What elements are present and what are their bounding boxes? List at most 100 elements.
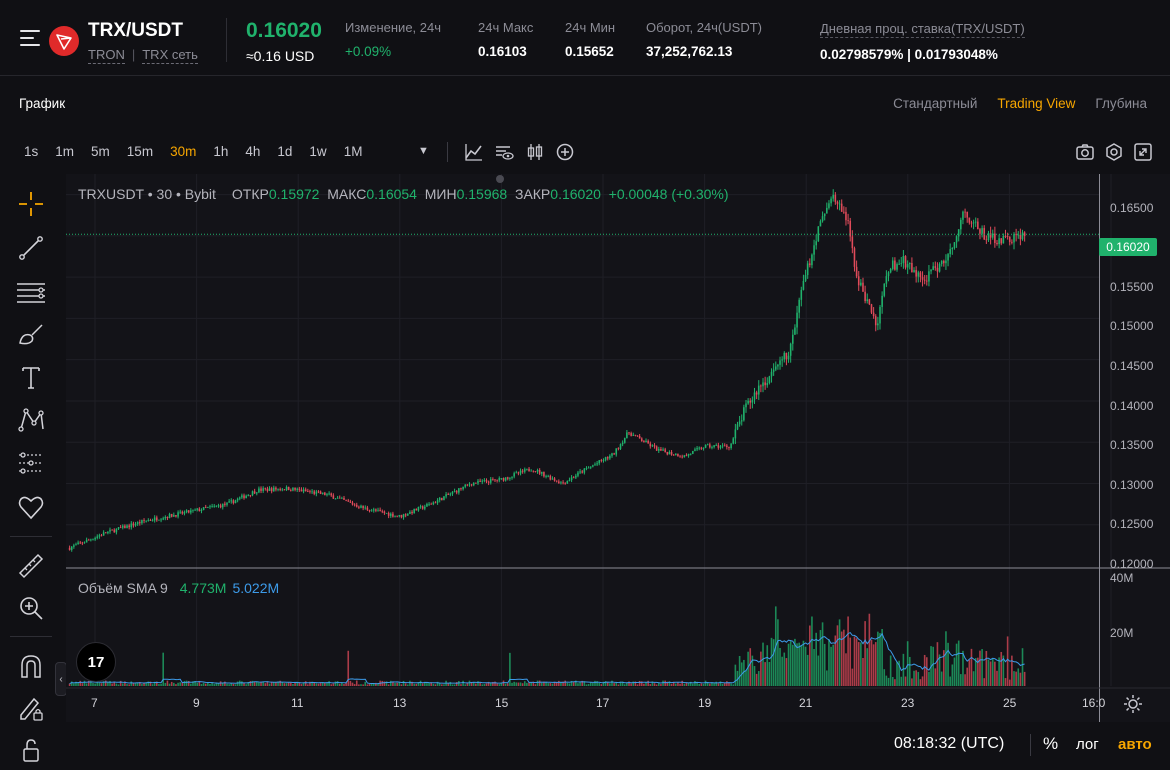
add-indicator-icon[interactable] — [554, 141, 576, 163]
text-icon[interactable] — [13, 359, 49, 395]
volume-bar — [917, 671, 920, 686]
volume-bar — [623, 684, 626, 686]
stat-label: 24ч Макс — [478, 20, 534, 35]
volume-bar — [430, 682, 432, 686]
candle — [409, 511, 411, 515]
menu-icon[interactable] — [20, 30, 40, 48]
candle — [232, 500, 235, 504]
volume-bar — [1015, 671, 1017, 686]
volume-bar — [609, 683, 611, 686]
interval-1w[interactable]: 1w — [309, 144, 327, 159]
candle — [406, 514, 409, 516]
tradingview-logo[interactable]: 17 — [76, 642, 116, 682]
interval-30m[interactable]: 30m — [170, 144, 197, 159]
tab-chart[interactable]: График — [19, 96, 66, 111]
lock-drawing-icon[interactable] — [13, 690, 49, 726]
candle — [179, 511, 182, 513]
volume-bar — [879, 633, 881, 686]
candle — [951, 248, 954, 250]
volume-bar — [857, 642, 860, 686]
stat-daily-rate[interactable]: Дневная проц. ставка(TRX/USDT) 0.0279857… — [820, 20, 1025, 62]
candle — [677, 453, 679, 457]
magnet-icon[interactable] — [13, 648, 49, 684]
candle — [358, 506, 360, 508]
interval-1s[interactable]: 1s — [24, 144, 39, 159]
volume-bar — [319, 682, 322, 686]
volume-bar — [681, 680, 683, 686]
candle — [811, 254, 813, 266]
candle — [245, 495, 247, 499]
chart-type-icon[interactable] — [463, 141, 485, 163]
volume-bar — [149, 681, 152, 686]
candle — [643, 441, 645, 443]
volume-bar — [302, 682, 305, 686]
volume-bar — [840, 631, 843, 686]
interval-1h[interactable]: 1h — [213, 144, 229, 159]
volume-bar — [638, 680, 641, 686]
candle — [247, 494, 250, 496]
candle — [689, 453, 692, 455]
horizontal-lines-icon[interactable] — [13, 274, 49, 310]
candles-icon[interactable] — [524, 141, 546, 163]
interval-1d[interactable]: 1d — [277, 144, 293, 159]
candle — [872, 312, 875, 317]
candle — [609, 455, 611, 459]
interval-dropdown-icon[interactable]: ▼ — [418, 145, 429, 157]
fullscreen-icon[interactable] — [1132, 141, 1154, 163]
interval-1m[interactable]: 1m — [55, 144, 75, 159]
interval-4h[interactable]: 4h — [245, 144, 261, 159]
volume-bar — [704, 680, 707, 686]
pair-title[interactable]: TRX/USDT — [88, 20, 183, 41]
volume-bar — [279, 680, 281, 686]
camera-icon[interactable] — [1074, 141, 1096, 163]
axis-settings-icon[interactable] — [1122, 693, 1144, 715]
candle — [572, 477, 575, 479]
candle — [830, 198, 832, 204]
interval-5m[interactable]: 5m — [91, 144, 110, 159]
stat-label[interactable]: Дневная проц. ставка(TRX/USDT) — [820, 21, 1025, 38]
ruler-icon[interactable] — [13, 548, 49, 584]
zoom-in-icon[interactable] — [13, 590, 49, 626]
pattern-icon[interactable] — [13, 402, 49, 438]
x-tick: 25 — [1003, 696, 1017, 710]
volume-bar — [128, 684, 130, 686]
candle — [170, 514, 173, 517]
auto-scale-button[interactable]: авто — [1118, 736, 1152, 753]
crosshair-icon[interactable] — [13, 186, 49, 222]
interval-1M[interactable]: 1M — [343, 144, 363, 159]
volume-bar — [923, 654, 926, 686]
candle — [400, 515, 403, 518]
candle — [653, 445, 656, 447]
price-chart-svg[interactable] — [66, 174, 1170, 722]
unlock-icon[interactable] — [13, 732, 49, 768]
candle — [740, 420, 743, 422]
volume-bar — [194, 681, 196, 686]
candle — [564, 483, 566, 485]
network-name[interactable]: TRON — [88, 47, 125, 64]
indicators-icon[interactable] — [493, 141, 515, 163]
view-depth[interactable]: Глубина — [1095, 96, 1147, 111]
log-scale-button[interactable]: лог — [1076, 736, 1099, 753]
candle — [83, 542, 86, 544]
settings-icon[interactable] — [1103, 141, 1125, 163]
view-standard[interactable]: Стандартный — [893, 96, 978, 111]
brush-icon[interactable] — [13, 316, 49, 352]
stat-low-24h: 24ч Мин 0.15652 — [565, 20, 615, 59]
interval-15m[interactable]: 15m — [126, 144, 154, 159]
chart-panel[interactable]: TRXUSDT • 30 • Bybit ОТКР0.15972 МАКС0.16… — [66, 174, 1170, 722]
utc-clock[interactable]: 08:18:32 (UTC) — [894, 735, 1005, 752]
volume-bar — [904, 676, 907, 686]
network-link[interactable]: TRX сеть — [142, 47, 198, 64]
view-tradingview[interactable]: Trading View — [997, 96, 1076, 111]
prediction-icon[interactable] — [13, 446, 49, 482]
favorites-heart-icon[interactable] — [13, 489, 49, 525]
candle — [645, 440, 647, 443]
volume-bar — [181, 682, 184, 686]
candle — [219, 505, 222, 508]
candle — [243, 495, 245, 499]
candle — [577, 472, 579, 476]
percent-scale-button[interactable]: % — [1043, 734, 1059, 753]
candle — [470, 484, 473, 486]
trend-line-icon[interactable] — [13, 229, 49, 265]
candle — [496, 479, 498, 481]
